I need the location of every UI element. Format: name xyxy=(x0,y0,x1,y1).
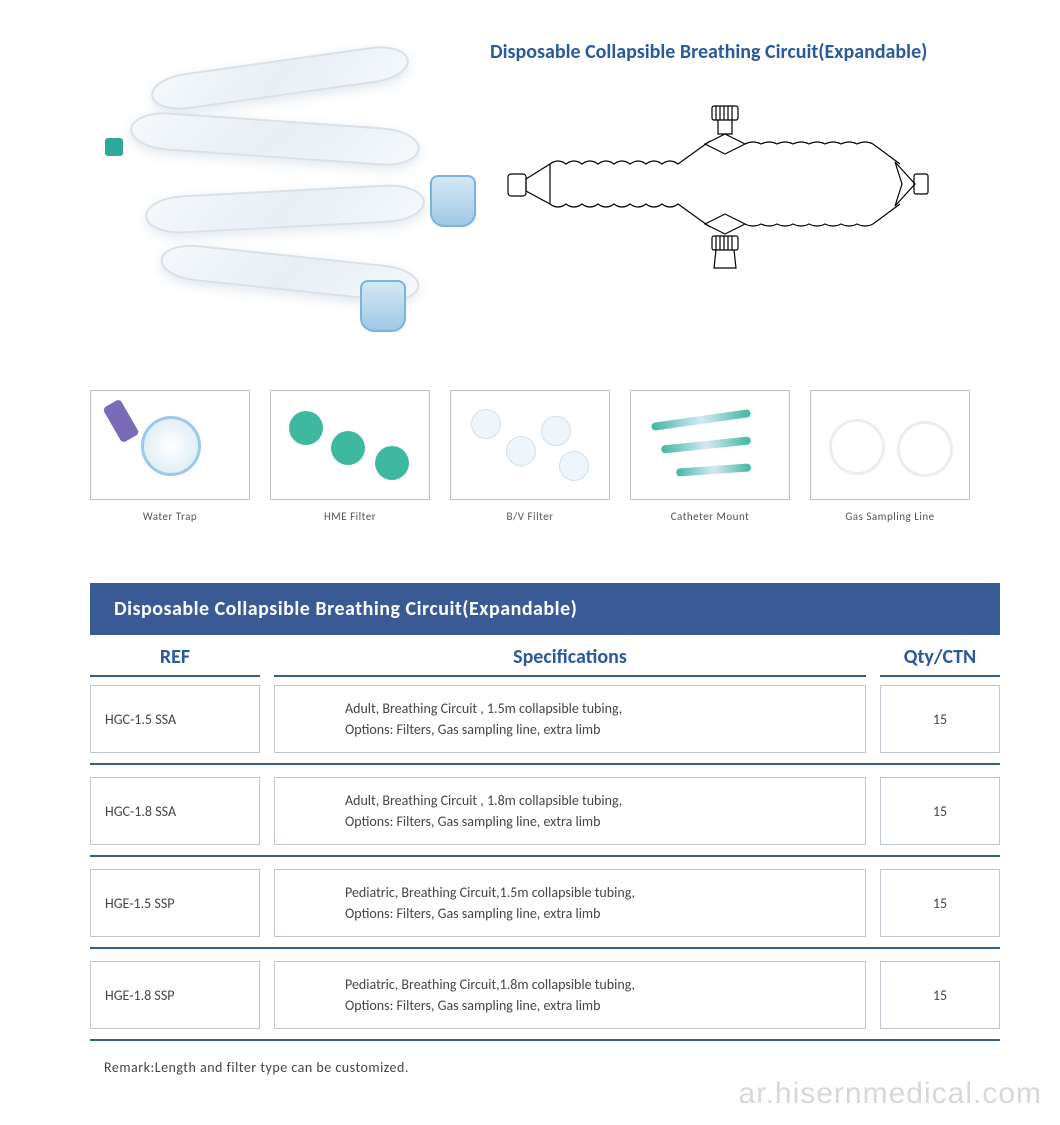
spec-line: Options: Filters, Gas sampling line, ext… xyxy=(345,721,600,738)
spec-line: Adult, Breathing Circuit , 1.5m collapsi… xyxy=(345,700,622,717)
cell-ref: HGE-1.8 SSP xyxy=(90,961,260,1029)
cell-qty: 15 xyxy=(880,869,1000,937)
cell-qty: 15 xyxy=(880,777,1000,845)
thumb-box xyxy=(90,390,250,500)
spec-line: Options: Filters, Gas sampling line, ext… xyxy=(345,813,600,830)
thumb-label: Catheter Mount xyxy=(630,510,790,523)
table-row: HGC-1.5 SSA Adult, Breathing Circuit , 1… xyxy=(90,685,1000,765)
cell-qty: 15 xyxy=(880,961,1000,1029)
top-section: Disposable Collapsible Breathing Circuit… xyxy=(0,0,1060,350)
cell-spec: Pediatric, Breathing Circuit,1.8m collap… xyxy=(274,961,866,1029)
spec-line: Adult, Breathing Circuit , 1.8m collapsi… xyxy=(345,792,622,809)
col-ref: REF xyxy=(90,645,260,669)
table-row: HGE-1.8 SSP Pediatric, Breathing Circuit… xyxy=(90,961,1000,1041)
thumb-water-trap: Water Trap xyxy=(90,390,250,523)
thumb-box xyxy=(270,390,430,500)
thumb-box xyxy=(450,390,610,500)
page-title: Disposable Collapsible Breathing Circuit… xyxy=(490,40,1000,64)
thumb-gas-sampling-line: Gas Sampling Line xyxy=(810,390,970,523)
spec-header: Disposable Collapsible Breathing Circuit… xyxy=(90,583,1000,635)
thumb-box xyxy=(630,390,790,500)
col-spec: Specifications xyxy=(260,645,880,669)
spec-section: Disposable Collapsible Breathing Circuit… xyxy=(0,523,1060,1076)
column-headers: REF Specifications Qty/CTN xyxy=(90,635,1000,675)
thumb-box xyxy=(810,390,970,500)
cell-spec: Pediatric, Breathing Circuit,1.5m collap… xyxy=(274,869,866,937)
col-qty: Qty/CTN xyxy=(880,645,1000,669)
watermark: ar.hisernmedical.com xyxy=(739,1077,1042,1111)
cell-ref: HGC-1.5 SSA xyxy=(90,685,260,753)
thumb-catheter-mount: Catheter Mount xyxy=(630,390,790,523)
cell-spec: Adult, Breathing Circuit , 1.8m collapsi… xyxy=(274,777,866,845)
table-row: HGE-1.5 SSP Pediatric, Breathing Circuit… xyxy=(90,869,1000,949)
product-photo xyxy=(60,30,470,350)
thumbnail-row: Water Trap HME Filter B/V Filter Cathete… xyxy=(0,350,1060,523)
thumb-label: HME Filter xyxy=(270,510,430,523)
thumb-label: Water Trap xyxy=(90,510,250,523)
cell-spec: Adult, Breathing Circuit , 1.5m collapsi… xyxy=(274,685,866,753)
spec-line: Pediatric, Breathing Circuit,1.5m collap… xyxy=(345,884,635,901)
cell-qty: 15 xyxy=(880,685,1000,753)
cell-ref: HGC-1.8 SSA xyxy=(90,777,260,845)
spec-line: Options: Filters, Gas sampling line, ext… xyxy=(345,997,600,1014)
thumb-label: Gas Sampling Line xyxy=(810,510,970,523)
spec-line: Options: Filters, Gas sampling line, ext… xyxy=(345,905,600,922)
table-row: HGC-1.8 SSA Adult, Breathing Circuit , 1… xyxy=(90,777,1000,857)
title-and-diagram: Disposable Collapsible Breathing Circuit… xyxy=(490,30,1000,350)
thumb-hme-filter: HME Filter xyxy=(270,390,430,523)
thumb-bv-filter: B/V Filter xyxy=(450,390,610,523)
spec-line: Pediatric, Breathing Circuit,1.8m collap… xyxy=(345,976,635,993)
thumb-label: B/V Filter xyxy=(450,510,610,523)
remark: Remark:Length and filter type can be cus… xyxy=(90,1053,1000,1076)
cell-ref: HGE-1.5 SSP xyxy=(90,869,260,937)
circuit-diagram xyxy=(500,94,930,274)
